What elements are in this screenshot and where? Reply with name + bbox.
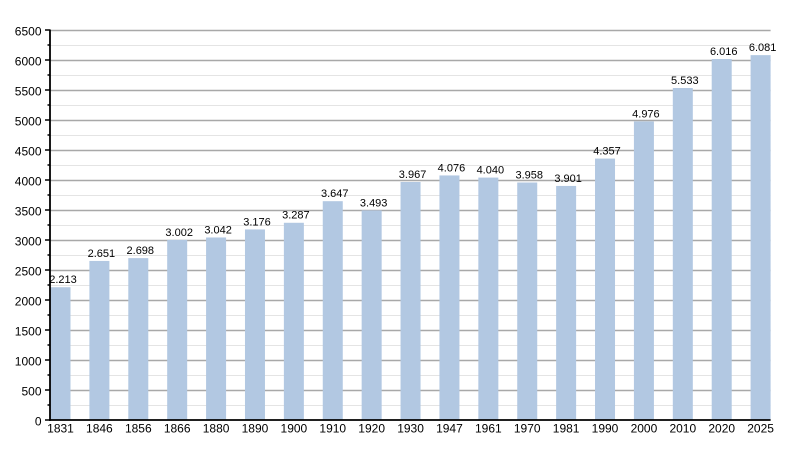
svg-text:1846: 1846: [86, 422, 113, 436]
svg-text:6.016: 6.016: [710, 46, 738, 58]
svg-text:4.357: 4.357: [593, 145, 621, 157]
svg-text:1856: 1856: [125, 422, 152, 436]
svg-text:1831: 1831: [47, 422, 74, 436]
svg-text:4.976: 4.976: [632, 108, 660, 120]
svg-text:6.081: 6.081: [749, 42, 777, 54]
svg-text:1866: 1866: [164, 422, 191, 436]
svg-text:4.040: 4.040: [477, 165, 505, 177]
svg-text:1961: 1961: [475, 422, 502, 436]
svg-text:2.698: 2.698: [127, 245, 155, 257]
svg-text:3.647: 3.647: [321, 188, 349, 200]
svg-text:0: 0: [35, 415, 42, 429]
svg-text:4000: 4000: [15, 175, 42, 189]
svg-text:6000: 6000: [15, 55, 42, 69]
svg-text:3.958: 3.958: [515, 169, 543, 181]
svg-text:2020: 2020: [708, 422, 735, 436]
svg-text:1970: 1970: [514, 422, 541, 436]
svg-text:1500: 1500: [15, 325, 42, 339]
svg-text:2500: 2500: [15, 265, 42, 279]
svg-text:3.287: 3.287: [282, 210, 310, 222]
svg-text:3000: 3000: [15, 235, 42, 249]
svg-text:5500: 5500: [15, 85, 42, 99]
svg-text:3.002: 3.002: [165, 227, 193, 239]
svg-text:1920: 1920: [358, 422, 385, 436]
svg-text:2010: 2010: [669, 422, 696, 436]
svg-text:1910: 1910: [319, 422, 346, 436]
svg-text:4500: 4500: [15, 145, 42, 159]
svg-text:2000: 2000: [15, 295, 42, 309]
svg-text:3.176: 3.176: [243, 216, 271, 228]
svg-text:2.651: 2.651: [88, 248, 116, 260]
svg-text:1900: 1900: [281, 422, 308, 436]
svg-text:3500: 3500: [15, 205, 42, 219]
svg-text:2.213: 2.213: [49, 274, 77, 286]
svg-text:3.901: 3.901: [554, 173, 582, 185]
svg-text:5.533: 5.533: [671, 75, 699, 87]
svg-text:4.076: 4.076: [438, 162, 466, 174]
svg-text:1000: 1000: [15, 355, 42, 369]
svg-text:500: 500: [21, 385, 41, 399]
svg-text:1947: 1947: [436, 422, 463, 436]
svg-text:3.042: 3.042: [204, 224, 232, 236]
svg-text:3.493: 3.493: [360, 197, 388, 209]
svg-text:1890: 1890: [242, 422, 269, 436]
svg-text:1990: 1990: [592, 422, 619, 436]
svg-text:1930: 1930: [397, 422, 424, 436]
svg-text:1880: 1880: [203, 422, 230, 436]
svg-text:6500: 6500: [15, 25, 42, 39]
svg-text:5000: 5000: [15, 115, 42, 129]
svg-text:2025: 2025: [747, 422, 774, 436]
svg-text:3.967: 3.967: [399, 169, 427, 181]
svg-text:2000: 2000: [631, 422, 658, 436]
svg-text:1981: 1981: [553, 422, 580, 436]
